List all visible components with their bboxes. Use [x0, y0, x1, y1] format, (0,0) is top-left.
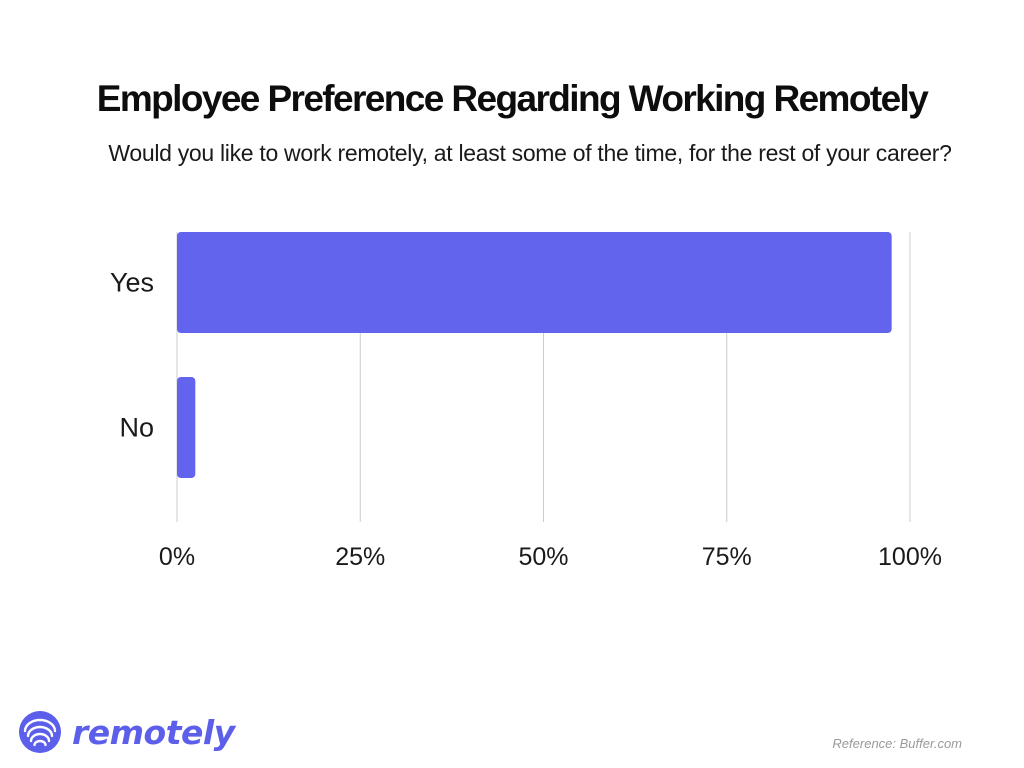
logo-wordmark: remotely [72, 712, 235, 752]
tick-label-100: 100% [878, 543, 942, 571]
chart-subtitle: Would you like to work remotely, at leas… [108, 140, 952, 166]
chart-title: Employee Preference Regarding Working Re… [96, 78, 929, 119]
tick-label-50: 50% [518, 543, 568, 571]
category-label-no: No [119, 413, 154, 443]
bar-yes [177, 232, 892, 333]
tick-label-75: 75% [702, 543, 752, 571]
remotely-logo: remotely [18, 706, 235, 758]
bar-no [177, 377, 196, 478]
tick-label-0: 0% [159, 543, 195, 571]
reference-note: Reference: Buffer.com [832, 736, 962, 751]
category-label-yes: Yes [110, 268, 154, 298]
remotely-logo-icon [19, 711, 61, 753]
tick-label-25: 25% [335, 543, 385, 571]
